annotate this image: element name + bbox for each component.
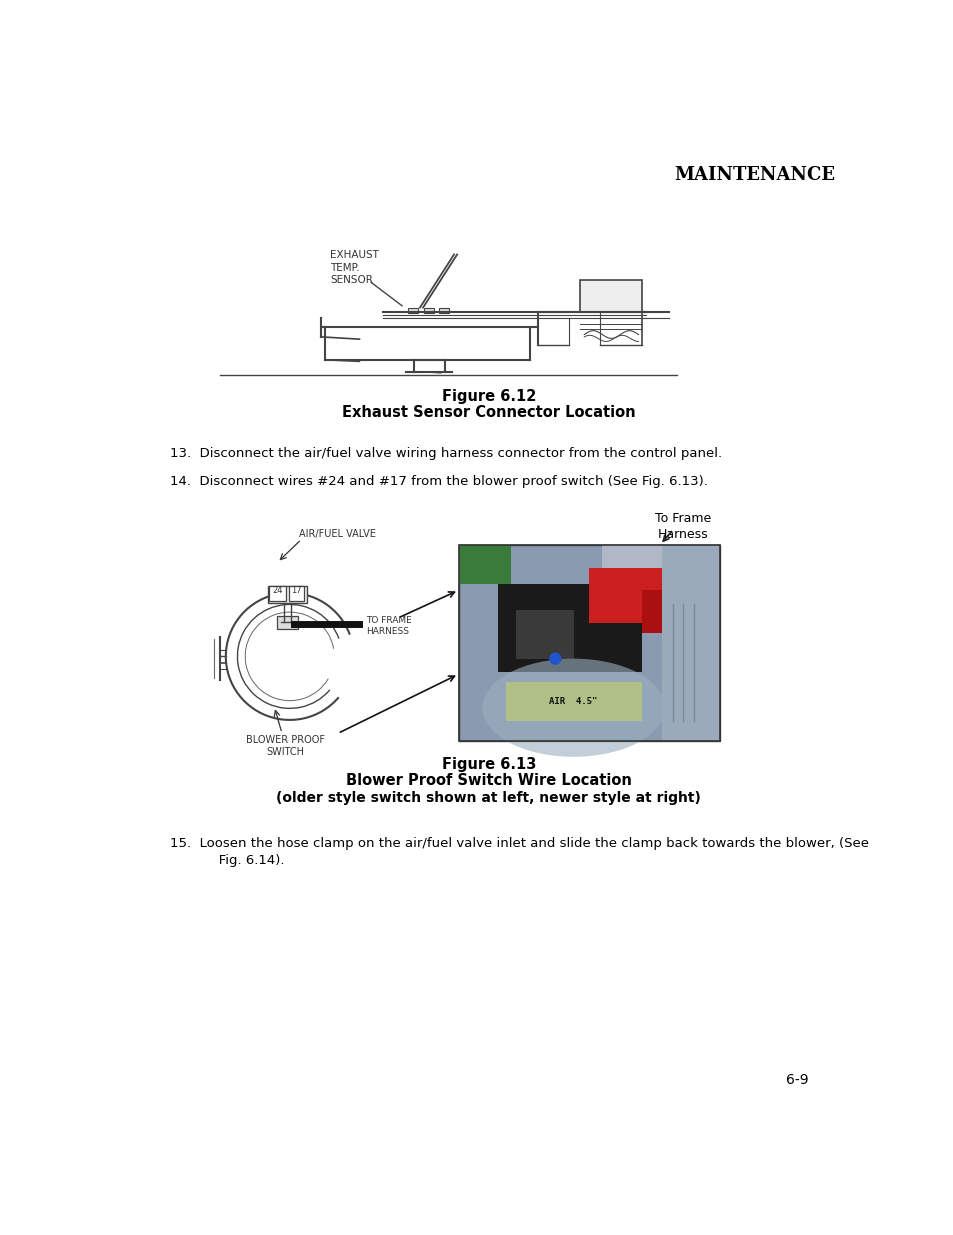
Text: 17: 17 bbox=[291, 585, 302, 595]
Text: AIR/FUEL VALVE: AIR/FUEL VALVE bbox=[298, 530, 375, 540]
Text: 6-9: 6-9 bbox=[785, 1073, 808, 1087]
Bar bbox=[276, 615, 298, 630]
Bar bbox=[589, 568, 688, 624]
Text: To Frame
Harness: To Frame Harness bbox=[655, 511, 711, 541]
Bar bbox=[661, 545, 720, 741]
Text: Exhaust Sensor Connector Location: Exhaust Sensor Connector Location bbox=[342, 405, 635, 420]
Bar bbox=[601, 545, 720, 614]
Bar bbox=[579, 280, 641, 312]
Text: 24: 24 bbox=[272, 585, 282, 595]
Bar bbox=[408, 308, 418, 312]
Bar bbox=[289, 585, 304, 601]
Bar bbox=[505, 682, 640, 721]
Text: Fig. 6.14).: Fig. 6.14). bbox=[189, 855, 284, 867]
Text: 13.  Disconnect the air/fuel valve wiring harness connector from the control pan: 13. Disconnect the air/fuel valve wiring… bbox=[170, 447, 721, 459]
Bar bbox=[439, 308, 449, 312]
Text: EXHAUST
TEMP.
SENSOR: EXHAUST TEMP. SENSOR bbox=[330, 251, 378, 285]
Ellipse shape bbox=[481, 658, 664, 757]
Text: (older style switch shown at left, newer style at right): (older style switch shown at left, newer… bbox=[276, 792, 700, 805]
Text: MAINTENANCE: MAINTENANCE bbox=[674, 167, 835, 184]
Bar bbox=[458, 545, 720, 741]
Bar bbox=[458, 545, 720, 741]
Bar bbox=[269, 585, 286, 601]
Text: BLOWER PROOF
SWITCH: BLOWER PROOF SWITCH bbox=[246, 735, 325, 757]
Text: Blower Proof Switch Wire Location: Blower Proof Switch Wire Location bbox=[346, 773, 631, 788]
Text: Figure 6.12: Figure 6.12 bbox=[441, 389, 536, 404]
Text: Figure 6.13: Figure 6.13 bbox=[441, 757, 536, 772]
Bar bbox=[458, 545, 511, 584]
Bar bbox=[423, 308, 434, 312]
Bar bbox=[640, 590, 688, 634]
Text: AIR  4.5": AIR 4.5" bbox=[549, 698, 598, 706]
Bar bbox=[497, 584, 640, 672]
Circle shape bbox=[549, 652, 561, 664]
Bar bbox=[268, 585, 307, 603]
Text: 15.  Loosen the hose clamp on the air/fuel valve inlet and slide the clamp back : 15. Loosen the hose clamp on the air/fue… bbox=[170, 837, 868, 851]
Text: 14.  Disconnect wires #24 and #17 from the blower proof switch (See Fig. 6.13).: 14. Disconnect wires #24 and #17 from th… bbox=[170, 474, 707, 488]
Text: TO FRAME
HARNESS: TO FRAME HARNESS bbox=[365, 616, 411, 636]
Bar bbox=[516, 610, 573, 658]
